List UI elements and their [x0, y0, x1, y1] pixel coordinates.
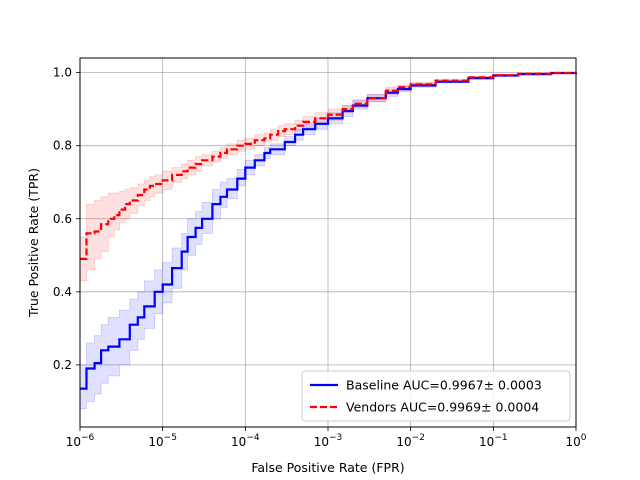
- y-tick-label: 0.2: [53, 358, 72, 372]
- y-tick-label: 1.0: [53, 66, 72, 80]
- x-axis-label: False Positive Rate (FPR): [251, 460, 404, 475]
- y-tick-label: 0.6: [53, 212, 72, 226]
- y-axis-label: True Positive Rate (TPR): [26, 168, 41, 318]
- x-tick-label: 10−4: [231, 433, 260, 449]
- x-tick-label: 10−6: [66, 433, 95, 449]
- x-tick-label: 10−5: [148, 433, 177, 449]
- x-tick-label: 10−2: [396, 433, 425, 449]
- baseline-legend-label: Baseline AUC=0.9967± 0.0003: [346, 378, 542, 393]
- grid-lines: [79, 58, 577, 427]
- axis-ticks: 10−6 10−5 10−4 10−3 10−2 10−1 100 0.2 0.4 0.6 0.8 1…: [53, 66, 587, 449]
- legend-box: [301, 370, 571, 422]
- legend: Baseline AUC=0.9967± 0.0003 Vendors AUC=0…: [301, 370, 571, 422]
- series-lines: [80, 71, 578, 390]
- x-tick-label: 10−3: [314, 433, 343, 449]
- y-tick-label: 0.8: [53, 139, 72, 153]
- x-tick-label: 100: [565, 433, 586, 449]
- vendors-legend-label: Vendors AUC=0.9969± 0.0004: [346, 400, 539, 415]
- y-tick-label: 0.4: [53, 285, 72, 299]
- vendors-line: [80, 71, 578, 260]
- x-tick-label: 10−1: [479, 433, 508, 449]
- baseline-line: [80, 71, 578, 390]
